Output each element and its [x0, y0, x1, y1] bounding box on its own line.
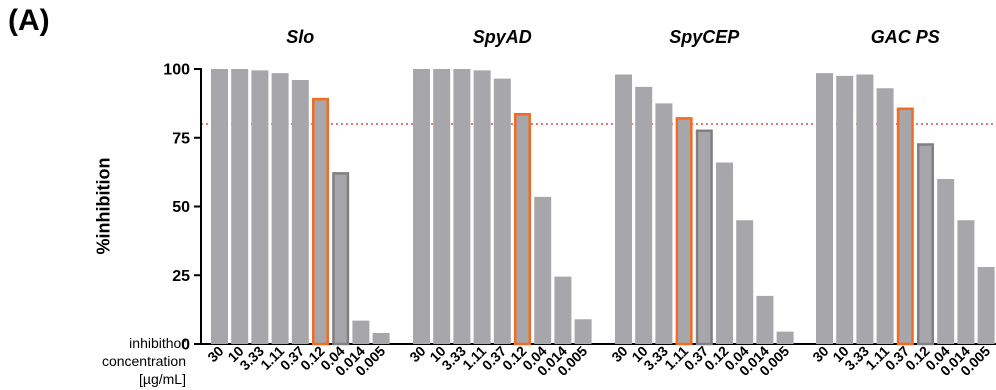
bar [977, 267, 995, 344]
bar [413, 69, 430, 344]
bar [836, 75, 854, 344]
bar [776, 331, 794, 344]
bar [856, 74, 874, 344]
bar [352, 320, 370, 344]
panel-title: SpyAD [473, 27, 532, 47]
bar [736, 220, 754, 344]
y-tick-label: 75 [172, 130, 190, 147]
bar [291, 80, 309, 344]
bar [453, 69, 471, 344]
bar [937, 179, 955, 344]
panel-label: (A) [8, 4, 50, 37]
bar [271, 73, 289, 344]
bar [876, 88, 894, 344]
bar [615, 74, 632, 344]
y-tick-label: 50 [172, 199, 190, 216]
x-caption-line-2: concentration [101, 353, 186, 369]
bar [332, 172, 350, 346]
bar [211, 69, 228, 344]
bar [896, 107, 914, 346]
bar [433, 69, 451, 344]
bar [534, 196, 552, 344]
bar [816, 73, 833, 344]
y-tick-label: 100 [163, 62, 190, 79]
bar [695, 129, 713, 346]
panel-title: Slo [286, 27, 314, 47]
bar [251, 70, 269, 344]
bar [372, 333, 390, 344]
bar [493, 78, 511, 344]
panel-title: GAC PS [871, 27, 940, 47]
bar [312, 97, 329, 346]
bar [574, 319, 592, 344]
bar [675, 117, 693, 346]
bar [756, 295, 774, 344]
x-caption-line-1: inhibithor [129, 335, 186, 351]
bar [716, 162, 733, 344]
y-tick-label: 0 [181, 337, 190, 354]
panel-title: SpyCEP [669, 27, 740, 47]
bar [514, 113, 531, 346]
bar [473, 70, 491, 344]
bar [957, 220, 975, 344]
bar [917, 143, 934, 346]
y-tick-label: 25 [172, 268, 190, 285]
bar [655, 103, 673, 344]
bar [635, 86, 653, 344]
bar [554, 276, 572, 344]
x-caption-line-3: [µg/mL] [139, 371, 186, 387]
bar [231, 69, 249, 344]
